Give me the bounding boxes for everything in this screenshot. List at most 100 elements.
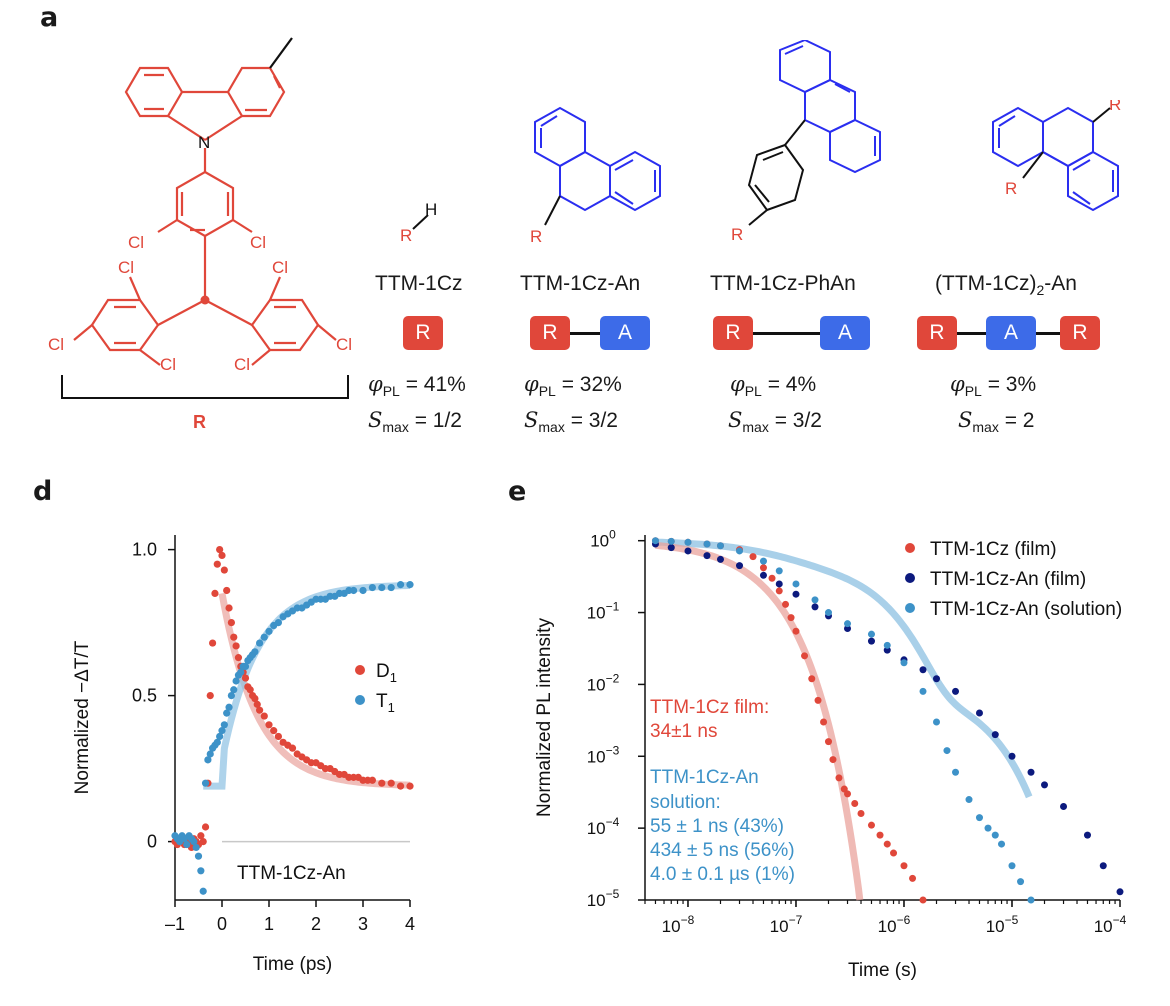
d1-point (387, 779, 395, 787)
d1-point (209, 639, 217, 647)
d1-point (260, 712, 268, 720)
ttm-1cz-an-solution-point (1008, 862, 1016, 870)
d1-point (197, 832, 205, 840)
t1-fit-curve (203, 581, 411, 790)
molecule-name-4: (TTM-1Cz)2-An (935, 272, 1077, 299)
y-tick-label: 0.5 (132, 686, 157, 706)
ttm-1cz-film-point (835, 774, 843, 782)
t1-point (192, 843, 200, 852)
ttm-1cz-an-solution-point (998, 840, 1006, 848)
t1-point (265, 627, 273, 635)
t1-point (274, 619, 282, 627)
ttm-1cz-film-point (792, 627, 800, 635)
ttm-1cz-film-point (749, 553, 757, 561)
y-tick-label: 10−5 (587, 887, 620, 910)
s-max-2: Smax = 3/2 (524, 408, 618, 436)
legend-marker (905, 603, 915, 613)
anthracene-structure: R (530, 106, 661, 246)
upper-phenyl-ring (175, 170, 235, 238)
ttm-1cz-film-point (876, 831, 884, 839)
molecule-name-1: TTM-1Cz (375, 272, 463, 295)
t1-point (220, 721, 228, 729)
inset-label: TTM-1Cz-An (237, 863, 346, 884)
ttm-1cz-an-solution-point (952, 768, 960, 776)
d1-point (397, 782, 405, 790)
ttm-1cz-film-point (787, 614, 795, 622)
y-tick-label: 10−4 (587, 815, 620, 838)
ttm-1cz-an-film-point (792, 590, 800, 598)
cl-label: Cl (234, 355, 250, 374)
t1-point (378, 583, 386, 592)
ttm-1cz-an-film-point (736, 562, 744, 570)
t1-point (218, 727, 226, 735)
acene-box: A (600, 316, 650, 350)
ttm-1cz-an-film-point (716, 555, 724, 563)
ttm-1cz-an-film-point (952, 687, 960, 695)
r-label: R (193, 412, 206, 432)
x-tick-label: –1 (165, 914, 185, 934)
d1-point (406, 782, 414, 790)
ttm-1cz-film-point (775, 587, 783, 595)
ttm-1cz-an-solution-point (965, 796, 973, 804)
d1-point (274, 732, 282, 741)
x-tick-label: 10−7 (770, 913, 803, 936)
t1-point (368, 583, 376, 592)
ttm-1cz-an-solution-point (684, 538, 692, 546)
legend-marker (355, 665, 365, 675)
legend-label-ttm-1cz-film: TTM-1Cz (film) (930, 539, 1057, 560)
ttm-1cz-an-film-point (991, 731, 999, 739)
ttm-1cz-an-film-point (933, 675, 941, 683)
x-tick-label: 4 (405, 914, 415, 934)
d1-point (220, 566, 228, 574)
d1-point (232, 642, 240, 650)
legend-marker (905, 543, 915, 553)
bond-line (753, 332, 820, 335)
panel-a-letter: a (40, 2, 59, 33)
t1-point (199, 887, 207, 895)
t1-point (201, 779, 210, 787)
d1-point (246, 686, 254, 694)
ttm-1cz-an-film-point (844, 624, 852, 632)
ttm-1cz-an-film-point (759, 571, 767, 579)
ttm-1cz-film-point (808, 675, 816, 683)
cl-label: Cl (250, 233, 266, 252)
panel-d-letter: d (33, 476, 53, 507)
panel-d-chart: –1 0 1 2 3 4 0 0.5 1.0 Time (ps) Normalized −ΔT/T D… (72, 535, 415, 975)
d1-point (251, 694, 259, 703)
solution-component-1: 55 ± 1 ns (43%) (650, 816, 784, 837)
ttm-1cz-an-solution-point (991, 831, 999, 839)
d1-point (265, 721, 273, 729)
t1-point (223, 709, 231, 717)
ttm-1cz-an-solution-point (811, 596, 819, 604)
ttm-1cz-an-solution-point (1017, 878, 1025, 886)
d1-point (211, 589, 219, 597)
radical-box: R (403, 316, 443, 350)
legend-label-ttm-1cz-an-film: TTM-1Cz-An (film) (930, 569, 1086, 590)
x-axis-label: Time (ps) (253, 954, 333, 975)
radical-box: R (530, 316, 570, 350)
d1-point (230, 633, 238, 641)
ttm-1cz-film-point (919, 896, 927, 904)
ttm-1cz-film-point (824, 738, 832, 746)
t1-point (237, 668, 245, 676)
x-tick-label: 2 (311, 914, 321, 934)
x-axis-label: Time (s) (848, 960, 917, 981)
ttm-1cz-film-point (909, 874, 917, 882)
ttm-1cz-an-solution-point (703, 540, 711, 548)
panel-e-letter: e (508, 476, 527, 507)
ttm-1cz-an-film-point (703, 552, 711, 560)
ttm-1cz-an-film-point (883, 646, 891, 654)
t1-point (359, 586, 367, 595)
t1-point (197, 867, 205, 875)
legend-marker (905, 573, 915, 583)
h-atom: H (425, 200, 437, 219)
ttm-1cz-film-point (844, 790, 852, 798)
ttm-1cz-film-point (900, 862, 908, 870)
t1-point (213, 738, 221, 746)
x-tick-label: 10−8 (662, 913, 695, 936)
ttm-1cz-film-point (829, 756, 837, 764)
y-tick-label: 10−1 (587, 600, 620, 623)
t1-point (260, 633, 268, 641)
ttm-1cz-an-solution-point (775, 567, 783, 575)
t1-point (183, 840, 191, 849)
